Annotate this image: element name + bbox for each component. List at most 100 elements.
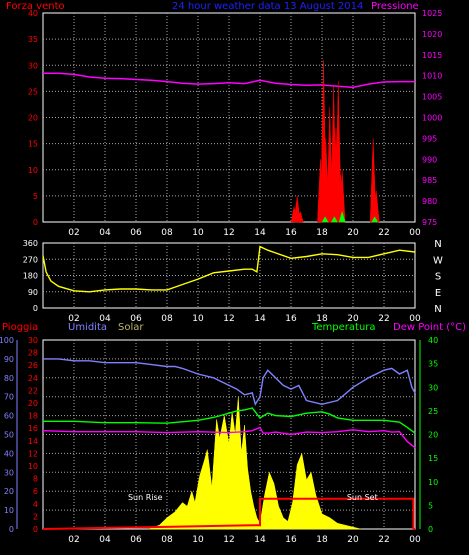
x-tick-label: 14: [254, 535, 266, 545]
temperature-tick-label: 0: [428, 525, 433, 534]
pressure-tick-label: 995: [422, 134, 437, 143]
compass-label: W: [433, 255, 443, 266]
rain-line: [42, 497, 415, 530]
humidity-tick-label: 4: [33, 500, 38, 509]
rain-tick-label: 90: [4, 355, 14, 364]
x-tick-label: 08: [161, 535, 173, 545]
x-tick-label: 00: [409, 228, 421, 238]
rain-tick-label: 20: [4, 487, 14, 496]
wind-tick-label: 15: [28, 140, 38, 149]
x-tick-label: 18: [316, 314, 328, 324]
humidity-tick-label: 22: [28, 386, 38, 395]
x-tick-label: 18: [316, 228, 328, 238]
humidity-tick-label: 8: [33, 475, 38, 484]
compass-label: E: [435, 288, 441, 299]
gust-spike: [330, 216, 338, 223]
compass-label: N: [434, 304, 441, 315]
x-tick-label: 00: [409, 535, 421, 545]
temperature-tick-label: 25: [428, 407, 438, 416]
x-tick-label: 08: [161, 228, 173, 238]
pressure-tick-label: 1005: [422, 93, 442, 102]
x-tick-label: 22: [378, 535, 389, 545]
pressure-tick-label: 1000: [422, 114, 442, 123]
wind-tick-label: 0: [33, 218, 38, 227]
x-tick-label: 04: [99, 228, 111, 238]
x-tick-label: 16: [285, 314, 297, 324]
humidity-tick-label: 28: [28, 349, 38, 358]
wind-tick-label: 10: [28, 166, 38, 175]
rain-tick-label: 0: [9, 525, 14, 534]
x-tick-label: 06: [130, 228, 142, 238]
pressure-line: [43, 72, 415, 89]
gust-spike: [338, 210, 346, 223]
humidity-tick-label: 10: [28, 462, 38, 471]
humidity-tick-label: 24: [28, 374, 38, 383]
solar-area: [148, 396, 361, 530]
rain-label: Pioggia: [2, 322, 38, 333]
x-tick-label: 06: [130, 535, 142, 545]
humidity-tick-label: 30: [28, 336, 38, 345]
temperature-tick-label: 5: [428, 501, 433, 510]
x-tick-label: 02: [68, 314, 79, 324]
pressure-tick-label: 1020: [422, 30, 442, 39]
direction-tick-label: 90: [28, 288, 38, 297]
dewpoint-line: [42, 426, 416, 449]
pressure-tick-label: 1010: [422, 72, 442, 81]
gust-spike: [321, 216, 329, 223]
temperature-label: Temperatura: [311, 322, 376, 333]
solar-label: Solar: [118, 322, 144, 333]
pressure-tick-label: 1025: [422, 9, 442, 18]
x-tick-label: 16: [285, 535, 297, 545]
humidity-tick-label: 18: [28, 412, 38, 421]
pressure-axis-label: Pressione: [371, 1, 419, 12]
wind-tick-label: 20: [28, 114, 38, 123]
pressure-tick-label: 980: [422, 197, 437, 206]
x-tick-label: 12: [223, 228, 234, 238]
humidity-line: [43, 358, 416, 407]
pressure-tick-label: 1015: [422, 51, 442, 60]
humidity-tick-label: 0: [33, 525, 38, 534]
x-tick-label: 02: [68, 535, 79, 545]
x-tick-label: 10: [192, 228, 204, 238]
humidity-tick-label: 20: [28, 399, 38, 408]
x-tick-label: 12: [223, 535, 234, 545]
pressure-tick-label: 985: [422, 176, 437, 185]
compass-label: S: [435, 272, 441, 283]
x-tick-label: 22: [378, 228, 389, 238]
rain-tick-label: 30: [4, 468, 14, 477]
direction-tick-label: 270: [23, 255, 38, 264]
x-tick-label: 04: [99, 314, 111, 324]
humidity-tick-label: 6: [33, 487, 38, 496]
pressure-tick-label: 990: [422, 155, 437, 164]
rain-tick-label: 60: [4, 412, 14, 421]
x-tick-label: 04: [99, 535, 111, 545]
humidity-tick-label: 14: [28, 437, 38, 446]
x-tick-label: 10: [192, 535, 204, 545]
sunrise-label: Sun Rise: [128, 493, 163, 502]
rain-tick-label: 40: [4, 449, 14, 458]
x-tick-label: 20: [347, 314, 359, 324]
dewpoint-label: Dew Point (°C): [393, 322, 466, 333]
x-tick-label: 20: [347, 228, 359, 238]
temperature-tick-label: 10: [428, 478, 438, 487]
x-tick-label: 06: [130, 314, 142, 324]
rain-tick-label: 100: [0, 336, 14, 345]
rain-tick-label: 50: [4, 431, 14, 440]
temperature-tick-label: 40: [428, 336, 438, 345]
chart-title: 24 hour weather data 13 August 2014: [172, 1, 363, 12]
wind-tick-label: 35: [28, 35, 38, 44]
rain-tick-label: 80: [4, 374, 14, 383]
humidity-tick-label: 2: [33, 512, 38, 521]
x-tick-label: 14: [254, 314, 266, 324]
temperature-tick-label: 20: [428, 431, 438, 440]
x-tick-label: 22: [378, 314, 389, 324]
wind-direction-line: [42, 245, 416, 293]
wind-tick-label: 5: [33, 192, 38, 201]
wind-axis-label: Forza vento: [6, 1, 65, 12]
compass-label: N: [434, 239, 441, 250]
gust-spike: [371, 216, 379, 223]
sunset-label: Sun Set: [347, 493, 378, 502]
x-tick-label: 14: [254, 228, 266, 238]
x-tick-label: 00: [409, 314, 421, 324]
